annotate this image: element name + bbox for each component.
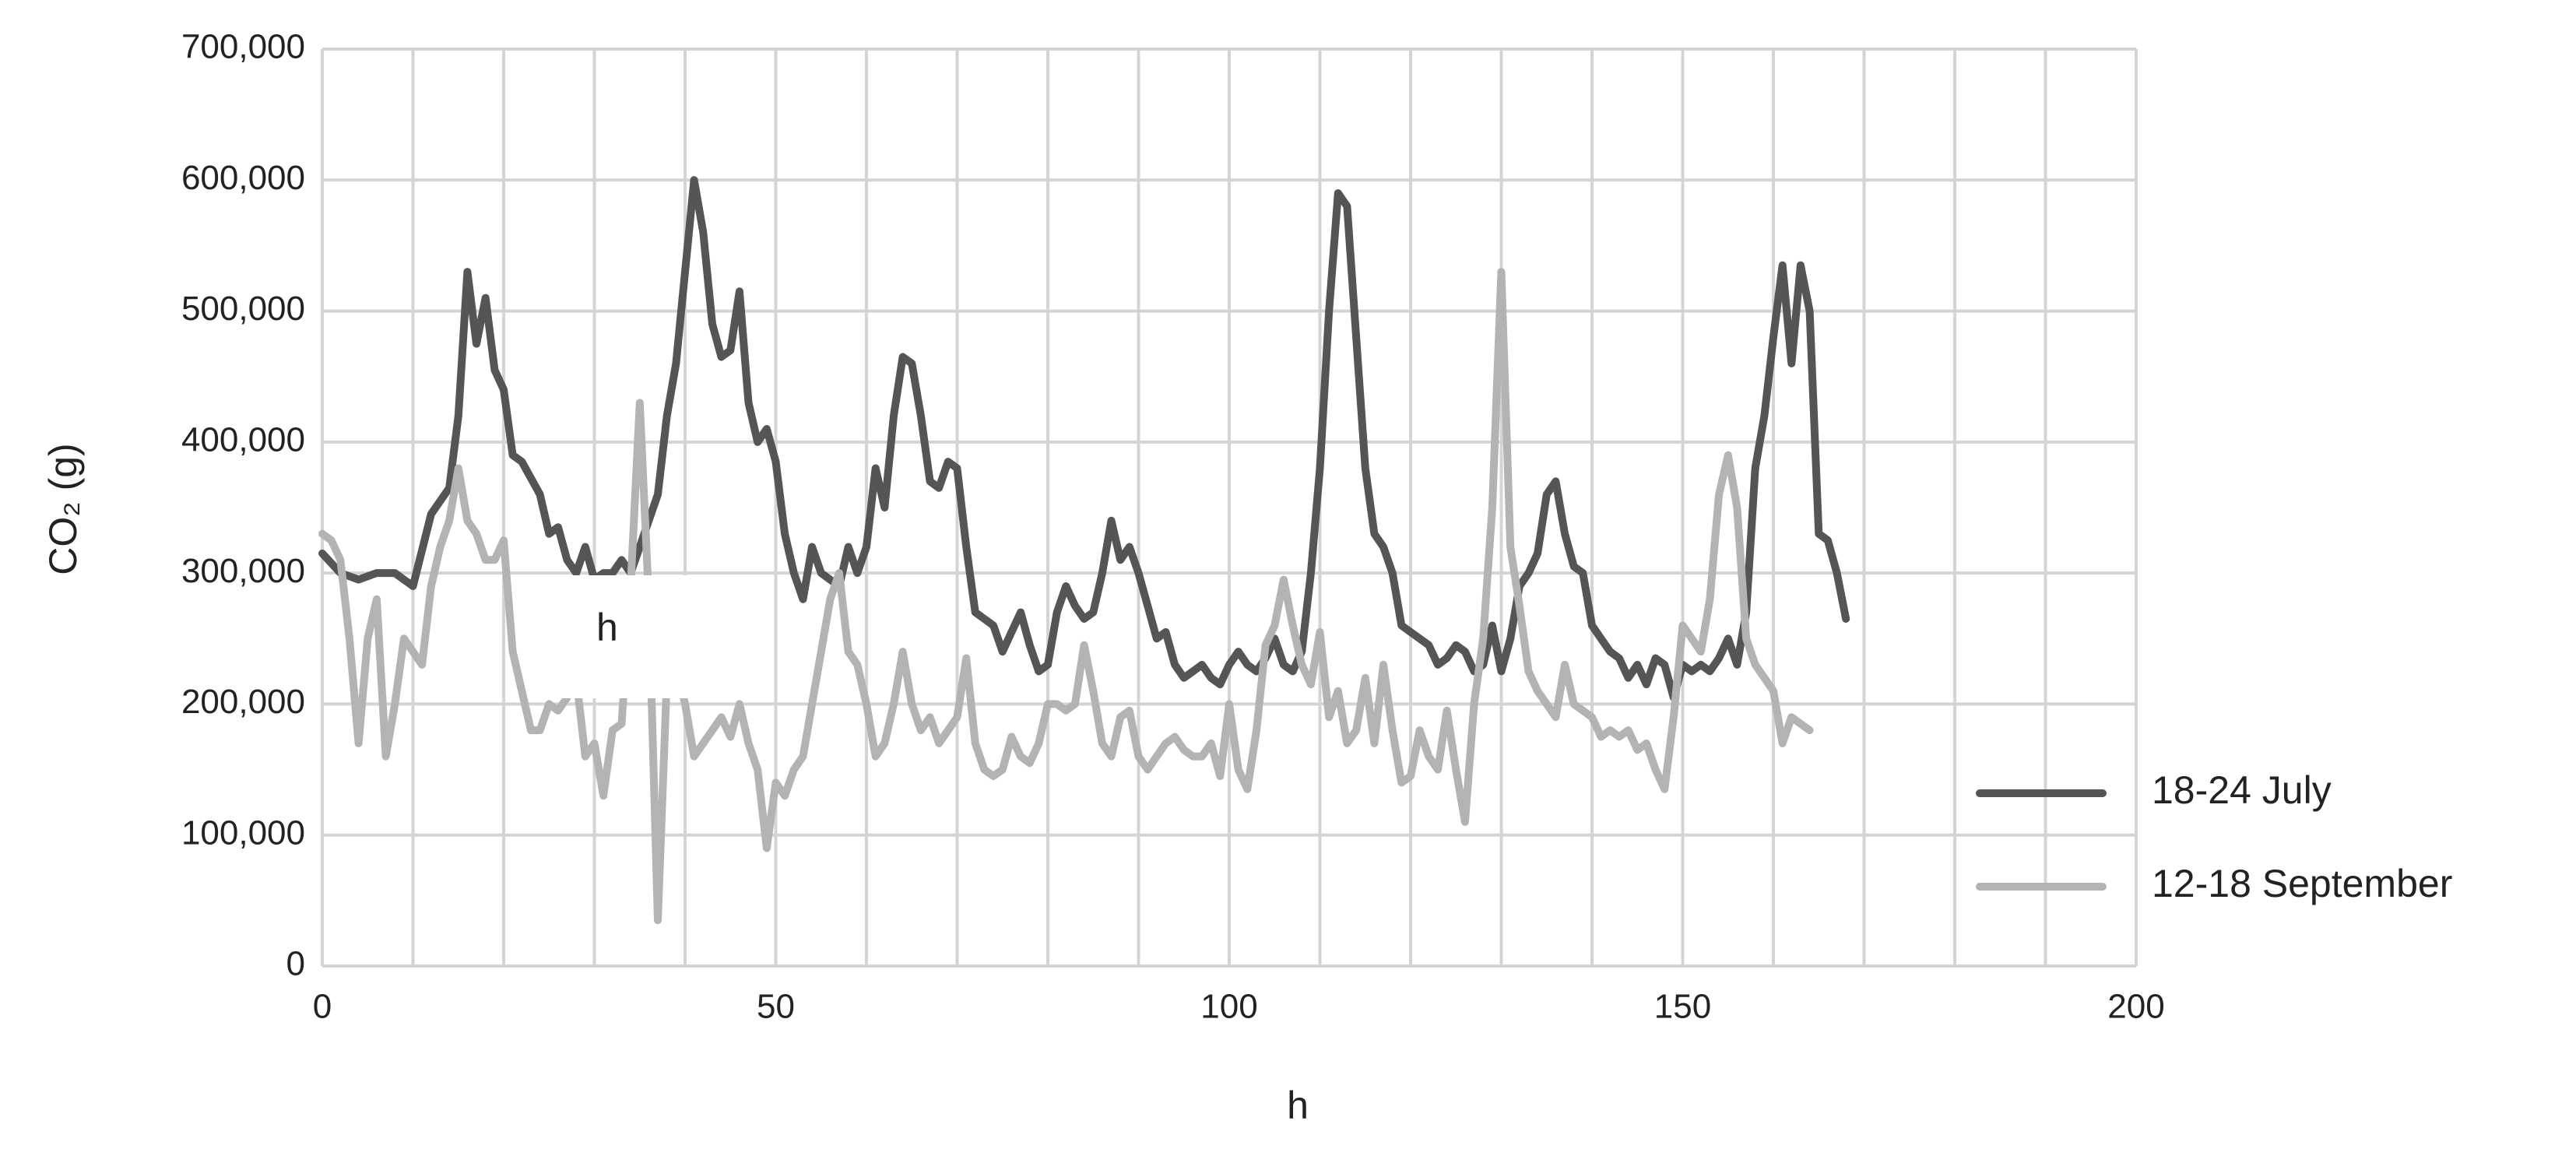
y-tick-label: 500,000 [181,290,305,328]
annotation-box [542,575,731,698]
grid [321,47,2138,968]
x-tick-label: 100 [1200,988,1257,1026]
x-tick-label: 50 [757,988,795,1026]
y-tick-label: 200,000 [181,683,305,721]
legend-label: 18-24 July [2152,768,2332,812]
x-axis-label: h [1287,1084,1309,1127]
y-tick-label: 0 [286,945,305,983]
y-tick-label: 100,000 [181,813,305,852]
x-tick-label: 0 [313,988,332,1026]
x-tick-label: 200 [2107,988,2164,1026]
y-tick-label: 300,000 [181,552,305,590]
labels: 0 100,000 200,000 300,000 400,000 500,000 600,… [181,28,2452,1026]
y-axis-label: CO₂ (g) [41,443,85,574]
y-tick-label: 600,000 [181,159,305,197]
series-line [318,176,1850,701]
y-tick-label: 400,000 [181,420,305,459]
x-tick-label: 150 [1654,988,1711,1026]
annotation: h [596,606,618,649]
y-tick-label: 700,000 [181,28,305,66]
legend-label: 12-18 September [2152,862,2452,905]
